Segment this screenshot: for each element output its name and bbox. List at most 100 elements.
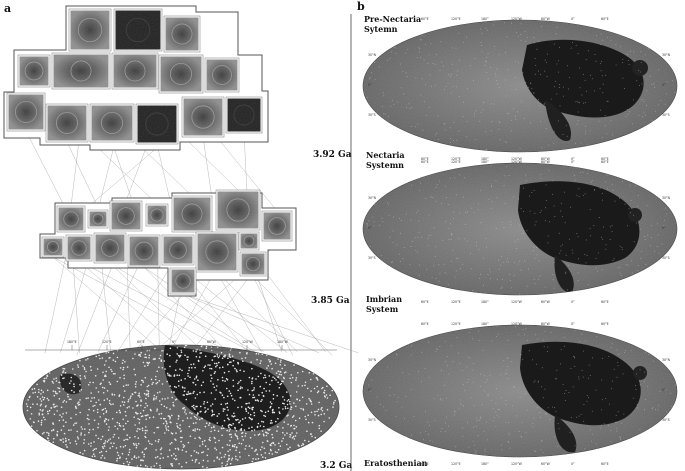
map-b-lon-tick-bottom: 180° (481, 462, 489, 466)
crater-tile-385-3 (109, 200, 143, 232)
map-b-lon-tick-bottom: 60°E (601, 300, 609, 304)
map-b-lon-tick-bottom: 60°E (421, 157, 429, 161)
map-b-lon-tick-bottom: 120°E (451, 157, 461, 161)
crater-tile-392-9 (6, 92, 46, 132)
map-b-lat-tick-right: 0° (662, 388, 666, 392)
crater-tile-385-1 (56, 205, 86, 233)
map-b-lat-tick: 30°S (368, 418, 376, 422)
moon-map-crater-distribution: 180°E 120°E 60°E 0° 60°W 120°W 180°W (22, 340, 340, 470)
map-b-lon-tick-bottom: 0° (571, 462, 575, 466)
map-b-lon-tick-bottom: 60°W (541, 157, 551, 161)
age-label-385: 3.85 Ga (311, 296, 350, 306)
map-b-lon-tick-bottom: 60°W (541, 300, 551, 304)
map-b-lon-tick-bottom: 120°E (451, 462, 461, 466)
system-label-nectarian: Nectaria Systemn (366, 150, 405, 170)
map-b-lat-tick-right: 30°S (662, 113, 670, 117)
map-b-lon-tick-bottom: 0° (571, 157, 575, 161)
crater-tile-392-5 (51, 52, 111, 90)
map-b-lon-tick-bottom: 180° (481, 157, 489, 161)
age-label-392: 3.92 Ga (313, 150, 352, 160)
crater-cluster-385 (39, 189, 297, 297)
map-a-lon-tick: 60°W (207, 340, 217, 344)
crater-tile-385-10 (93, 232, 127, 264)
crater-tile-385-5 (171, 195, 213, 233)
moon-map-nectarian (362, 162, 678, 296)
system-label-pre-nectarian: Pre-Nectaria Sytemn (364, 14, 422, 34)
crater-tile-392-12 (135, 103, 179, 145)
map-b-lon-tick-bottom: 120°E (451, 300, 461, 304)
map-a-lon-tick: 120°E (102, 340, 112, 344)
map-b-lon-tick-top: 180° (481, 160, 489, 164)
crater-tile-385-15 (239, 251, 267, 277)
map-b-lon-tick-bottom: 0° (571, 300, 575, 304)
crater-tile-392-10 (45, 103, 89, 143)
map-a-lon-tick: 120°W (242, 340, 254, 344)
map-b-lat-tick: 30°S (368, 113, 376, 117)
map-b-lon-tick-top: 60°W (541, 322, 551, 326)
map-b-lon-tick-bottom: 60°E (421, 462, 429, 466)
map-b-lon-tick-top: 0° (571, 160, 575, 164)
crater-tile-385-16 (169, 267, 197, 295)
crater-tile-385-11 (127, 234, 161, 268)
map-b-lat-tick-right: 30°S (662, 256, 670, 260)
crater-tile-392-3 (163, 15, 201, 53)
crater-tile-392-7 (158, 54, 204, 94)
map-b-lat-tick-right: 30°N (662, 358, 671, 362)
map-b-lon-tick-top: 0° (571, 17, 575, 21)
map-b-lon-tick-top: 60°E (601, 322, 609, 326)
map-b-lat-tick: 30°N (368, 196, 377, 200)
crater-tile-392-2 (113, 8, 163, 52)
crater-tile-385-6 (215, 189, 261, 231)
map-b-lon-tick-top: 60°E (601, 17, 609, 21)
map-b-lat-tick: 0° (368, 226, 372, 230)
map-b-lon-tick-bottom: 120°W (511, 157, 523, 161)
map-b-lon-tick-top: 60°E (601, 160, 609, 164)
moon-map-pre-nectarian (362, 19, 678, 153)
system-label-eratosthenian: Eratosthenian (364, 458, 428, 468)
crater-tile-392-14 (225, 96, 263, 134)
crater-tile-385-7 (261, 210, 293, 242)
map-b-lon-tick-bottom: 120°W (511, 300, 523, 304)
panel-b-label: b (357, 0, 365, 13)
age-label-32: 3.2 Ga (320, 461, 353, 471)
system-label-imbrian: Imbrian System (366, 294, 403, 314)
crater-tile-385-14 (238, 231, 260, 251)
map-a-lon-tick: 0° (172, 340, 176, 344)
map-b-lat-tick: 30°S (368, 256, 376, 260)
crater-tile-392-8 (204, 57, 240, 93)
map-b-lat-tick-right: 0° (662, 226, 666, 230)
panel-a-label: a (4, 2, 12, 15)
map-b-lon-tick-top: 120°E (451, 17, 461, 21)
map-b-lon-tick-bottom: 60°E (601, 157, 609, 161)
crater-tile-385-4 (145, 203, 169, 227)
crater-tile-385-8 (41, 236, 65, 258)
crater-tile-392-6 (111, 52, 159, 90)
map-b-lat-tick: 30°N (368, 358, 377, 362)
map-b-lat-tick: 30°N (368, 53, 377, 57)
crater-tile-385-9 (65, 234, 93, 262)
map-b-lon-tick-top: 120°W (511, 160, 523, 164)
map-b-lat-tick-right: 0° (662, 83, 666, 87)
map-b-lon-tick-bottom: 60°E (601, 462, 609, 466)
map-b-lon-tick-top: 0° (571, 322, 575, 326)
crater-tile-385-13 (195, 231, 239, 273)
map-b-lon-tick-bottom: 120°W (511, 462, 523, 466)
crater-tile-392-1 (68, 8, 112, 52)
map-b-lon-tick-top: 120°E (451, 322, 461, 326)
moon-map-imbrian (362, 324, 678, 458)
crater-cluster-392 (3, 5, 269, 151)
crater-tile-392-13 (181, 96, 225, 138)
map-b-lon-tick-top: 180° (481, 322, 489, 326)
map-a-lon-tick: 180°W (277, 340, 289, 344)
map-b-lon-tick-top: 120°E (451, 160, 461, 164)
crater-tile-392-11 (89, 103, 135, 143)
map-a-lon-tick: 180°E (67, 340, 77, 344)
map-b-lon-tick-top: 60°E (421, 322, 429, 326)
map-b-lon-tick-top: 120°W (511, 322, 523, 326)
map-b-lon-tick-top: 60°E (421, 17, 429, 21)
map-b-lon-tick-bottom: 180° (481, 300, 489, 304)
map-b-lon-tick-top: 60°W (541, 17, 551, 21)
map-b-lon-tick-top: 120°W (511, 17, 523, 21)
map-b-lat-tick-right: 30°N (662, 196, 671, 200)
